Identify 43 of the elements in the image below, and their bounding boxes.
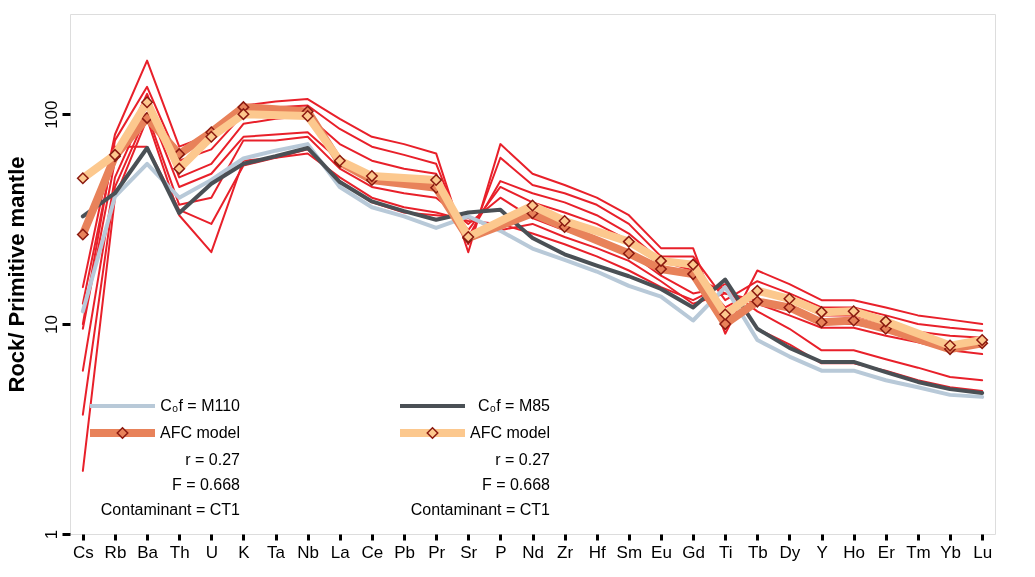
annotation: F = 0.668 [481,476,551,493]
x-tick-label: Tb [747,542,768,562]
y-tick-label: 1 [41,529,61,540]
x-tick-label: P [495,542,507,562]
x-tick-label: Pr [428,542,446,562]
x-tick-label: Ce [361,542,384,562]
x-tick-label: Th [169,542,190,562]
x-tick-label: Er [877,542,896,562]
x-tick-label: Cs [72,542,94,562]
y-axis-title: Rock/ Primitive mantle [3,156,29,393]
legend-label: C₀f = M85 [478,397,551,414]
x-tick-label: Sm [616,542,643,562]
x-tick-label: La [330,542,351,562]
annotation: Contaminant = CT1 [100,501,241,518]
x-tick-label: Zr [557,542,574,562]
legend-label: C₀f = M110 [160,397,241,414]
x-tick-label: Ba [137,542,159,562]
x-tick-label: Nd [522,542,544,562]
annotation: Contaminant = CT1 [410,501,551,518]
x-tick-label: Yb [940,542,961,562]
x-tick-label: K [238,542,251,562]
x-tick-label: Lu [973,542,993,562]
y-tick-label: 100 [41,100,61,129]
x-tick-label: U [205,542,218,562]
x-tick-label: Hf [588,542,607,562]
x-tick-label: Rb [104,542,127,562]
legend-label: AFC model [469,424,550,441]
x-tick-label: Eu [651,542,672,562]
x-tick-label: Gd [682,542,705,562]
annotation: F = 0.668 [171,476,241,493]
x-tick-label: Dy [779,542,801,562]
x-tick-label: Nb [297,542,320,562]
x-tick-label: Tm [906,542,931,562]
x-tick-label: Ti [718,542,733,562]
x-tick-label: Sr [460,542,478,562]
x-tick-label: Ho [843,542,866,562]
legend-label: AFC model [159,424,240,441]
y-tick-label: 10 [41,315,61,335]
annotation: r = 0.27 [495,451,551,468]
x-tick-label: Pb [394,542,415,562]
annotation: r = 0.27 [185,451,241,468]
x-tick-label: Y [816,542,828,562]
x-tick-label: Ta [267,542,286,562]
